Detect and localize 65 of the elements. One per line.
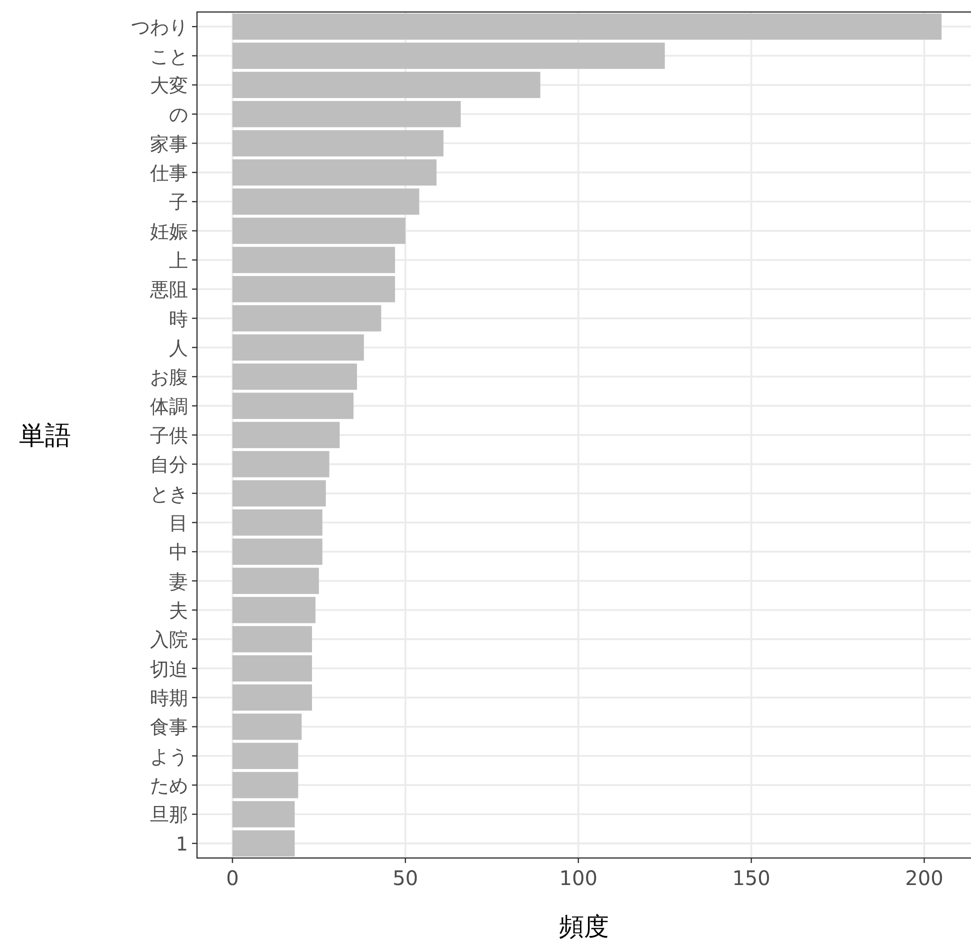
bar [232, 13, 942, 40]
y-axis-title: 単語 [19, 421, 71, 451]
y-tick-label: つわり [131, 16, 188, 39]
x-tick-label: 0 [226, 866, 239, 890]
bar [232, 626, 312, 652]
bar [232, 422, 340, 448]
y-tick-label: 自分 [150, 454, 188, 476]
y-tick-label: 時期 [150, 688, 188, 710]
bar [232, 130, 444, 156]
bar [232, 276, 396, 302]
y-tick-label: 妊娠 [150, 220, 188, 243]
bar [232, 334, 364, 361]
y-tick-label: 夫 [169, 600, 188, 622]
bar [232, 538, 322, 565]
y-tick-label: こと [150, 46, 188, 68]
y-tick-label: の [169, 104, 188, 126]
y-tick-label: ため [150, 775, 188, 798]
bar [232, 246, 396, 274]
bar [232, 451, 330, 478]
bar [232, 684, 312, 711]
x-tick-label: 200 [905, 866, 944, 890]
bar [232, 830, 295, 857]
bar [232, 100, 461, 128]
y-tick-label: 切迫 [150, 658, 188, 680]
bar [232, 655, 312, 682]
y-tick-label: 悪阻 [149, 279, 188, 302]
y-tick-label: 妻 [169, 570, 188, 593]
bar [232, 42, 665, 69]
x-tick-label: 100 [559, 866, 598, 890]
y-tick-label: 大変 [150, 74, 188, 97]
y-tick-label: 時 [169, 308, 188, 330]
y-tick-label: 食事 [150, 716, 188, 739]
x-tick-label: 50 [392, 866, 418, 890]
bar [232, 218, 406, 244]
bar [232, 72, 540, 98]
y-tick-label: 体調 [150, 396, 188, 418]
y-tick-label: 人 [169, 337, 188, 360]
x-tick-label: 150 [732, 866, 770, 890]
y-tick-label: 家事 [150, 133, 188, 156]
y-tick-label: とき [150, 483, 188, 506]
bar [232, 568, 319, 594]
y-tick-label: お腹 [150, 366, 188, 389]
bar [232, 188, 420, 215]
bar [232, 305, 382, 332]
y-tick-label: 入院 [150, 629, 188, 652]
bar [232, 772, 298, 798]
bar [232, 159, 437, 186]
y-tick-label: 子供 [150, 425, 188, 447]
bar [232, 596, 316, 624]
bar [232, 364, 357, 390]
y-tick-label: 仕事 [149, 162, 188, 184]
bar [232, 480, 326, 506]
y-tick-label: 1 [176, 833, 188, 856]
y-tick-label: 子 [169, 192, 188, 214]
bar [232, 714, 302, 740]
y-tick-label: よう [150, 746, 188, 768]
y-tick-label: 上 [169, 250, 188, 272]
bar [232, 742, 298, 770]
y-tick-label: 旦那 [150, 804, 188, 826]
x-axis-title: 頻度 [559, 912, 609, 941]
y-tick-label: 中 [169, 542, 188, 564]
bar [232, 801, 295, 828]
y-tick-label: 目 [169, 512, 188, 535]
bar [232, 392, 354, 419]
bar [232, 509, 322, 536]
